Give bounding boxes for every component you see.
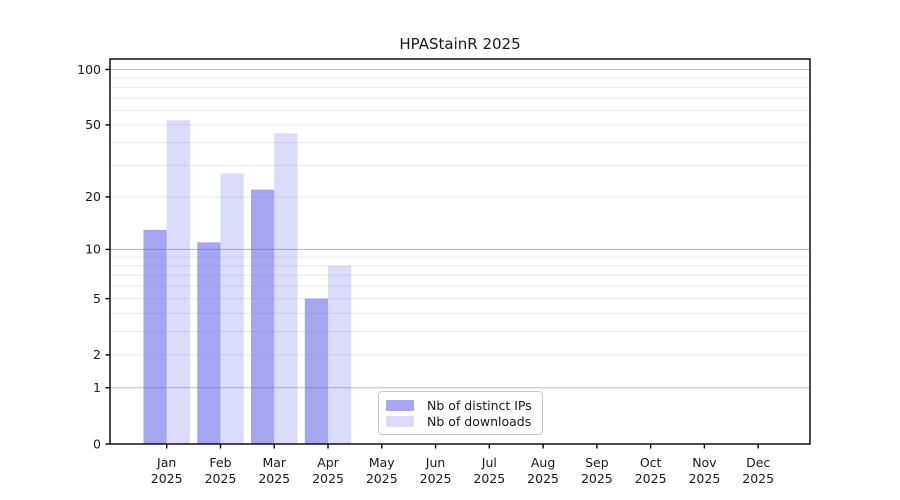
x-tick-label-month: Jul (481, 455, 497, 470)
bar-downloads-apr (328, 265, 352, 444)
y-tick-label: 10 (85, 242, 101, 257)
x-tick-label-year: 2025 (473, 471, 505, 486)
chart-title: HPAStainR 2025 (399, 35, 521, 53)
legend-label-downloads: Nb of downloads (427, 414, 532, 429)
x-tick-label-month: Nov (692, 455, 717, 470)
plot-border (109, 58, 811, 445)
x-tick-label-month: Jan (156, 455, 176, 470)
x-tick-label-month: Jun (425, 455, 446, 470)
legend-item-downloads: Nb of downloads (386, 414, 542, 429)
x-tick-label-year: 2025 (312, 471, 344, 486)
x-tick-label-month: May (369, 455, 395, 470)
x-tick-label-month: Oct (640, 455, 662, 470)
legend-swatch-distinct-ips (386, 400, 414, 411)
x-tick-label-month: Apr (317, 455, 339, 470)
x-tick-label-month: Sep (585, 455, 609, 470)
x-tick-label-year: 2025 (420, 471, 452, 486)
y-tick-label: 0 (93, 436, 101, 451)
legend: Nb of distinct IPs Nb of downloads (378, 391, 543, 435)
x-tick-label-year: 2025 (635, 471, 667, 486)
y-tick-label: 50 (85, 117, 101, 132)
legend-label-distinct-ips: Nb of distinct IPs (427, 398, 532, 413)
x-tick-label-month: Dec (746, 455, 770, 470)
bar-distinct-ips-feb (197, 242, 221, 444)
y-tick-label: 100 (77, 62, 101, 77)
bar-distinct-ips-mar (251, 189, 275, 444)
bar-distinct-ips-jan (143, 229, 167, 444)
y-tick-label: 5 (93, 291, 101, 306)
bar-downloads-feb (220, 173, 244, 445)
y-tick-label: 2 (93, 347, 101, 362)
x-tick-label-year: 2025 (366, 471, 398, 486)
x-tick-label-month: Feb (209, 455, 231, 470)
y-tick-label: 20 (85, 189, 101, 204)
x-tick-label-month: Mar (262, 455, 286, 470)
x-tick-label-month: Aug (531, 455, 555, 470)
bar-distinct-ips-apr (304, 298, 329, 444)
bar-downloads-mar (274, 133, 298, 444)
x-tick-label-year: 2025 (258, 471, 290, 486)
x-tick-label-year: 2025 (742, 471, 774, 486)
x-tick-label-year: 2025 (151, 471, 183, 486)
x-tick-label-year: 2025 (581, 471, 613, 486)
bar-downloads-jan (166, 120, 190, 445)
x-tick-label-year: 2025 (527, 471, 559, 486)
legend-swatch-downloads (386, 416, 414, 427)
x-tick-label-year: 2025 (205, 471, 237, 486)
y-tick-label: 1 (93, 380, 101, 395)
legend-item-distinct-ips: Nb of distinct IPs (386, 398, 542, 413)
x-tick-label-year: 2025 (688, 471, 720, 486)
